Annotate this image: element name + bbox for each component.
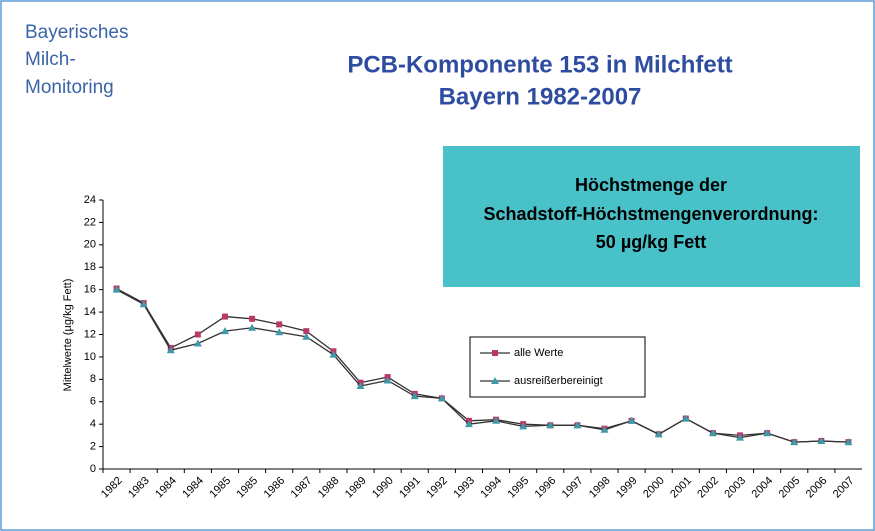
marker — [708, 429, 717, 437]
y-tick-label: 6 — [90, 396, 96, 408]
legend-marker — [492, 350, 498, 356]
marker — [492, 416, 501, 424]
marker — [844, 438, 853, 446]
y-tick-label: 14 — [84, 306, 96, 318]
chart-title: PCB-Komponente 153 in Milchfett — [347, 51, 732, 78]
marker — [600, 425, 609, 433]
y-tick-label: 10 — [84, 351, 96, 363]
marker — [249, 315, 256, 322]
annotation-line: Schadstoff-Höchstmengenverordnung: — [483, 204, 818, 224]
header-line: Monitoring — [25, 77, 114, 98]
marker — [546, 421, 555, 429]
marker — [303, 328, 310, 335]
y-tick-label: 18 — [84, 261, 96, 273]
legend-marker — [491, 377, 499, 384]
marker — [736, 433, 745, 441]
marker — [437, 394, 446, 402]
y-tick-label: 8 — [90, 373, 96, 385]
marker — [410, 392, 419, 400]
marker — [790, 438, 799, 446]
marker — [112, 285, 121, 293]
header-line: Milch- — [25, 49, 76, 70]
y-tick-label: 0 — [90, 463, 96, 475]
y-tick-label: 12 — [84, 328, 96, 340]
annotation-line: Höchstmenge der — [575, 175, 727, 195]
marker — [383, 376, 392, 384]
series-line — [116, 289, 849, 443]
legend-box — [469, 336, 646, 398]
y-tick-label: 2 — [90, 440, 96, 452]
header-line: Bayerisches — [25, 22, 129, 43]
marker — [302, 332, 311, 340]
annotation-line: 50 µg/kg Fett — [596, 232, 706, 252]
y-tick-label: 4 — [90, 418, 96, 430]
y-tick-label: 22 — [84, 216, 96, 228]
marker — [275, 328, 284, 336]
marker — [356, 382, 365, 390]
chart-title: Bayern 1982-2007 — [439, 83, 642, 110]
marker — [194, 331, 201, 338]
marker — [220, 327, 229, 335]
marker — [763, 429, 772, 437]
marker — [817, 436, 826, 444]
y-tick-label: 20 — [84, 239, 96, 251]
series-line — [116, 287, 849, 443]
marker — [329, 350, 338, 358]
legend-label: alle Werte — [514, 347, 563, 359]
annotation-box — [443, 146, 860, 287]
marker — [464, 420, 473, 428]
marker — [276, 321, 283, 328]
marker — [221, 313, 228, 320]
marker — [139, 300, 148, 308]
marker — [248, 323, 257, 331]
marker — [654, 430, 663, 438]
marker — [681, 414, 690, 422]
marker — [166, 346, 175, 354]
marker — [519, 422, 528, 430]
y-tick-label: 24 — [84, 194, 96, 206]
marker — [627, 416, 636, 424]
legend-label: ausreißerbereinigt — [514, 375, 603, 387]
y-axis-label: Mittelwerte (µg/kg Fett) — [62, 279, 74, 392]
marker — [573, 421, 582, 429]
y-tick-label: 16 — [84, 284, 96, 296]
marker — [193, 339, 202, 347]
